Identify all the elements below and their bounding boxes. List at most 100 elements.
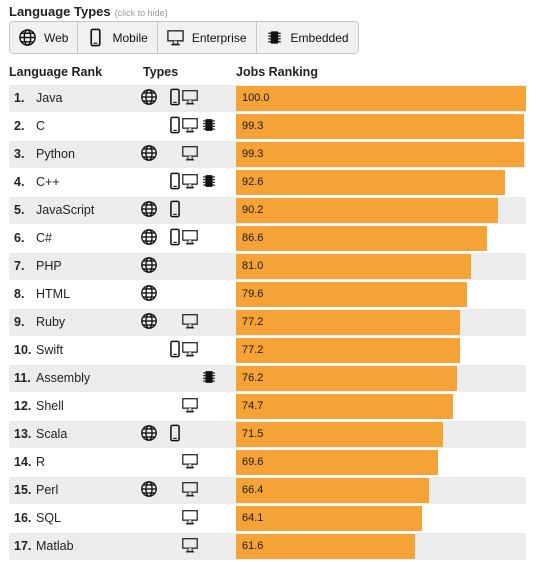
enterprise-type-marker — [181, 536, 199, 559]
mobile-icon — [170, 172, 180, 190]
jobs-ranking-value: 81.0 — [242, 260, 264, 272]
table-row[interactable]: 16. SQL 64.1 — [9, 504, 526, 532]
language-types-heading[interactable]: Language Types (click to hide) — [9, 4, 168, 19]
web-type-marker — [140, 88, 158, 111]
jobs-ranking-bar — [236, 170, 505, 195]
language-name: HTML — [36, 287, 71, 301]
type-icons — [139, 228, 219, 248]
enterprise-type-marker — [181, 144, 199, 167]
jobs-ranking-bar — [236, 198, 498, 223]
table-row[interactable]: 17. Matlab 61.6 — [9, 532, 526, 560]
table-row[interactable]: 1. Java 100.0 — [9, 84, 526, 112]
rank-number: 17. — [14, 539, 32, 553]
language-name: PHP — [36, 259, 62, 273]
hide-link[interactable]: (click to hide) — [114, 8, 168, 18]
web-type-marker — [140, 228, 158, 251]
table-row[interactable]: 13. Scala 71.5 — [9, 420, 526, 448]
rank-number: 1. — [14, 91, 25, 105]
type-filter-embedded[interactable]: Embedded — [257, 22, 358, 53]
col-header-jobs[interactable]: Jobs Ranking — [236, 65, 318, 79]
monitor-icon — [182, 146, 198, 161]
jobs-ranking-bar — [236, 506, 422, 531]
type-icons — [139, 256, 219, 276]
globe-icon — [141, 89, 157, 105]
type-icons — [139, 480, 219, 500]
rank-number: 16. — [14, 511, 32, 525]
table-row[interactable]: 8. HTML 79.6 — [9, 280, 526, 308]
type-filter-bar: Web Mobile Enterprise Embedded — [9, 21, 359, 54]
jobs-ranking-value: 100.0 — [242, 92, 270, 104]
enterprise-type-marker — [181, 88, 199, 111]
enterprise-type-marker — [181, 508, 199, 531]
mobile-icon — [170, 116, 180, 134]
jobs-ranking-value: 76.2 — [242, 372, 264, 384]
col-header-types[interactable]: Types — [143, 65, 179, 79]
rank-number: 5. — [14, 203, 25, 217]
jobs-ranking-value: 69.6 — [242, 456, 264, 468]
language-name: Shell — [36, 399, 64, 413]
col-header-rank[interactable]: Language Rank — [9, 65, 103, 79]
language-name: C — [36, 119, 46, 133]
mobile-icon — [90, 28, 102, 47]
table-row[interactable]: 10. Swift 77.2 — [9, 336, 526, 364]
chip-icon — [203, 119, 215, 131]
table-row[interactable]: 9. Ruby 77.2 — [9, 308, 526, 336]
type-filter-web[interactable]: Web — [10, 22, 79, 53]
rank-number: 14. — [14, 455, 32, 469]
type-filter-mobile[interactable]: Mobile — [78, 22, 158, 53]
monitor-icon — [182, 538, 198, 553]
globe-icon — [141, 285, 157, 301]
monitor-icon — [182, 174, 198, 189]
language-types-title: Language Types — [9, 4, 111, 19]
type-filter-label: Enterprise — [191, 30, 247, 45]
globe-icon — [141, 145, 157, 161]
type-icons — [139, 340, 219, 360]
table-row[interactable]: 5. JavaScript 90.2 — [9, 196, 526, 224]
mobile-icon — [170, 200, 180, 218]
web-type-marker — [140, 144, 158, 167]
language-name: R — [36, 455, 46, 469]
mobile-type-marker — [166, 172, 184, 195]
table-row[interactable]: 2. C 99.3 — [9, 112, 526, 140]
web-type-marker — [140, 312, 158, 335]
mobile-type-marker — [166, 116, 184, 139]
embedded-type-marker — [200, 368, 218, 391]
table-row[interactable]: 6. C# 86.6 — [9, 224, 526, 252]
enterprise-type-marker — [181, 480, 199, 503]
jobs-ranking-value: 74.7 — [242, 400, 264, 412]
language-name: Matlab — [36, 539, 74, 553]
globe-icon — [141, 201, 157, 217]
enterprise-type-marker — [181, 340, 199, 363]
table-row[interactable]: 11. Assembly 76.2 — [9, 364, 526, 392]
type-icons — [139, 116, 219, 136]
enterprise-type-marker — [181, 452, 199, 475]
jobs-ranking-bar — [236, 254, 471, 279]
table-row[interactable]: 3. Python 99.3 — [9, 140, 526, 168]
chip-icon — [267, 31, 281, 44]
table-row[interactable]: 12. Shell 74.7 — [9, 392, 526, 420]
rank-number: 9. — [14, 315, 25, 329]
embedded-type-marker — [200, 116, 218, 139]
mobile-type-marker — [166, 424, 184, 447]
table-row[interactable]: 14. R 69.6 — [9, 448, 526, 476]
web-type-marker — [140, 200, 158, 223]
enterprise-type-marker — [181, 228, 199, 251]
table-row[interactable]: 4. C++ 92.6 — [9, 168, 526, 196]
mobile-type-marker — [166, 228, 184, 251]
language-name: C++ — [36, 175, 60, 189]
type-filter-enterprise[interactable]: Enterprise — [158, 22, 257, 53]
rank-number: 6. — [14, 231, 25, 245]
mobile-icon — [170, 340, 180, 358]
type-icons — [139, 536, 219, 556]
type-icons — [139, 200, 219, 220]
table-row[interactable]: 15. Perl 66.4 — [9, 476, 526, 504]
rank-number: 3. — [14, 147, 25, 161]
table-row[interactable]: 7. PHP 81.0 — [9, 252, 526, 280]
jobs-ranking-bar — [236, 366, 457, 391]
mobile-type-marker — [166, 340, 184, 363]
jobs-ranking-value: 77.2 — [242, 344, 264, 356]
jobs-ranking-bar — [236, 338, 460, 363]
language-name: Ruby — [36, 315, 66, 329]
rank-number: 11. — [14, 371, 31, 385]
language-name: Assembly — [36, 371, 91, 385]
